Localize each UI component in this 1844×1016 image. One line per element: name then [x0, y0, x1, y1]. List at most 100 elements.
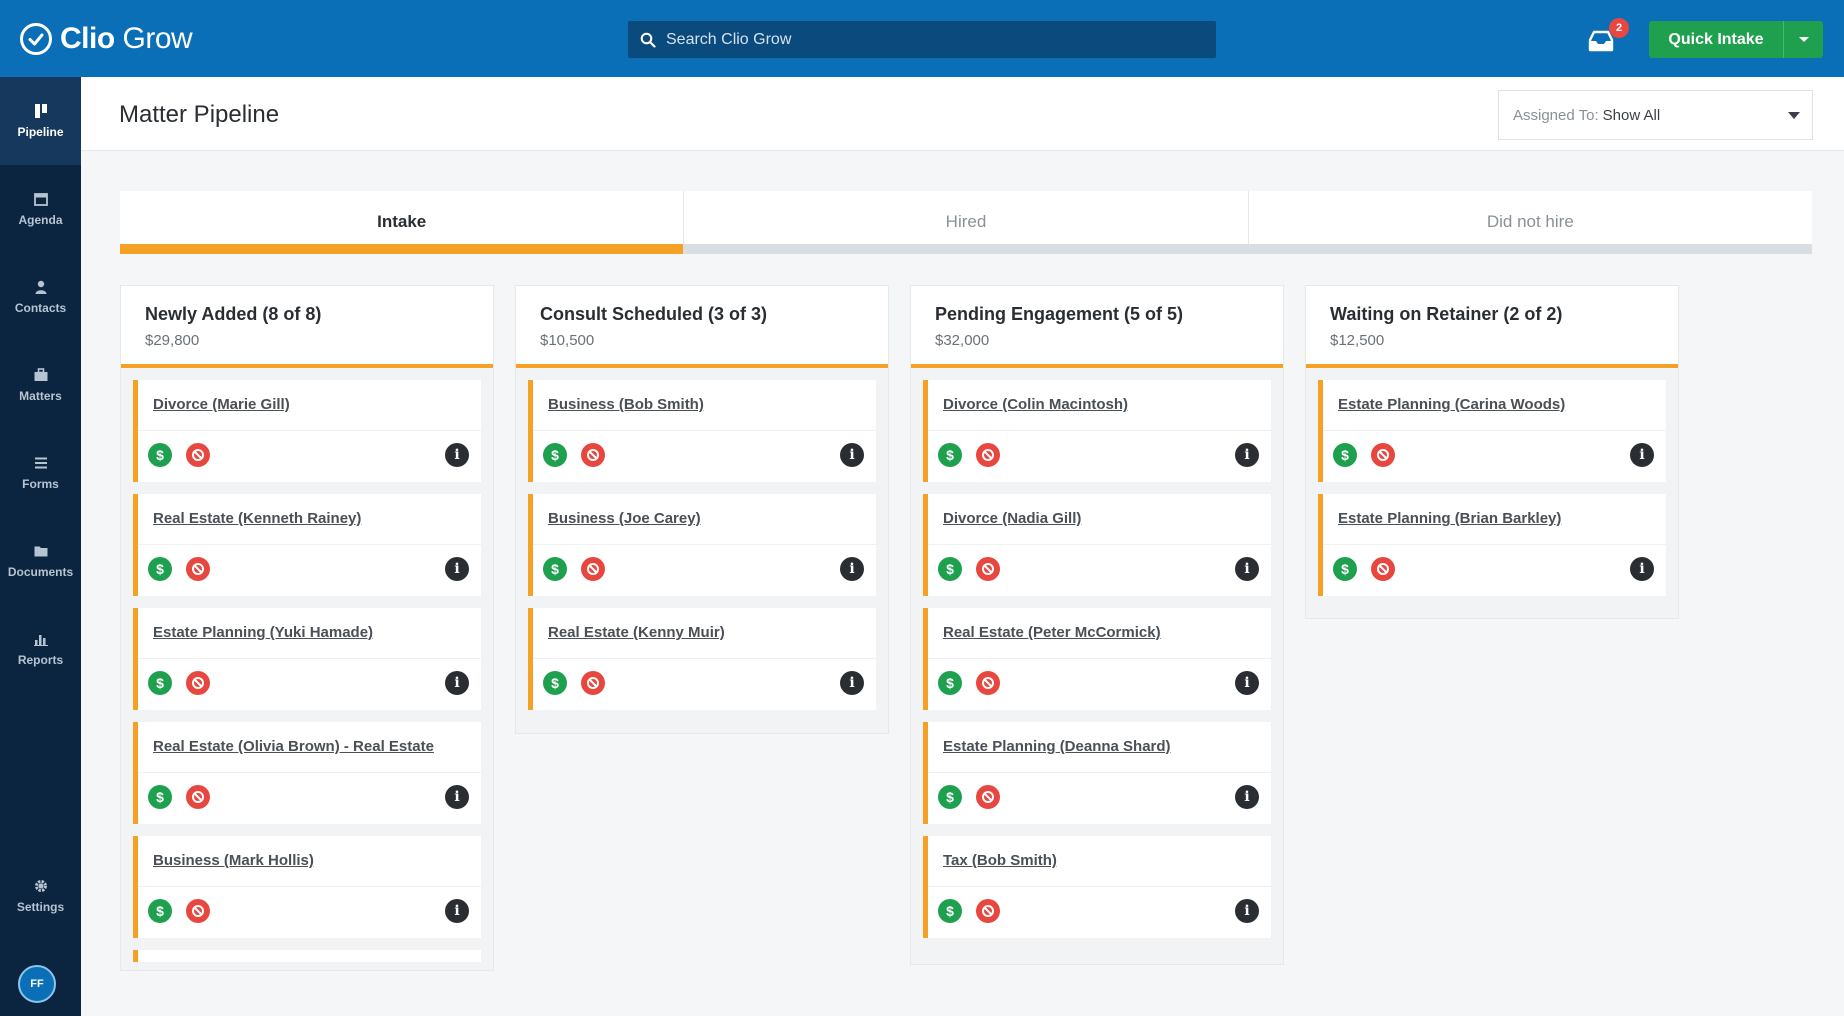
- mark-not-hired-button[interactable]: [976, 557, 1000, 581]
- mark-not-hired-button[interactable]: [1371, 443, 1395, 467]
- tab-did-not-hire[interactable]: Did not hire: [1486, 212, 1574, 231]
- mark-hired-button[interactable]: $: [938, 671, 962, 695]
- sidebar: Pipeline Agenda Contacts Matters Forms D…: [0, 77, 81, 1016]
- info-button[interactable]: i: [445, 785, 469, 809]
- sidebar-item-agenda[interactable]: Agenda: [0, 165, 81, 253]
- info-button[interactable]: i: [445, 899, 469, 923]
- matter-card: Business (Mark Hollis) $ i: [133, 836, 481, 938]
- sidebar-item-label: Reports: [17, 653, 64, 667]
- matter-link[interactable]: Estate Planning (Deanna Shard): [943, 738, 1171, 755]
- pipeline-column: Newly Added (8 of 8) $29,800 Divorce (Mari…: [120, 285, 494, 971]
- bar-chart-icon: [33, 635, 48, 646]
- sidebar-item-matters[interactable]: Matters: [0, 341, 81, 429]
- stage-progress-fill: [120, 244, 684, 254]
- mark-hired-button[interactable]: $: [148, 443, 172, 467]
- matter-link[interactable]: Business (Bob Smith): [548, 396, 704, 413]
- mark-hired-button[interactable]: $: [148, 671, 172, 695]
- pipeline-icon: [34, 104, 47, 118]
- matter-link[interactable]: Business (Mark Hollis): [153, 852, 314, 869]
- mark-hired-button[interactable]: $: [543, 557, 567, 581]
- mark-not-hired-button[interactable]: [186, 443, 210, 467]
- mark-hired-button[interactable]: $: [938, 785, 962, 809]
- mark-not-hired-button[interactable]: [581, 443, 605, 467]
- caret-down-icon: [1788, 112, 1800, 119]
- mark-not-hired-button[interactable]: [186, 671, 210, 695]
- mark-not-hired-button[interactable]: [976, 671, 1000, 695]
- info-button[interactable]: i: [1630, 443, 1654, 467]
- mark-hired-button[interactable]: $: [938, 557, 962, 581]
- sidebar-item-settings[interactable]: Settings: [0, 852, 81, 940]
- mark-not-hired-button[interactable]: [581, 671, 605, 695]
- info-button[interactable]: i: [1630, 557, 1654, 581]
- matter-link[interactable]: Divorce (Nadia Gill): [943, 510, 1082, 527]
- mark-not-hired-button[interactable]: [186, 899, 210, 923]
- mark-not-hired-button[interactable]: [976, 785, 1000, 809]
- mark-hired-button[interactable]: $: [148, 899, 172, 923]
- info-button[interactable]: i: [445, 443, 469, 467]
- matter-link[interactable]: Estate Planning (Brian Barkley): [1338, 510, 1562, 527]
- mark-hired-button[interactable]: $: [1333, 557, 1357, 581]
- page-header: Matter Pipeline Assigned To: Show All: [81, 77, 1844, 151]
- sidebar-item-forms[interactable]: Forms: [0, 429, 81, 517]
- tab-intake[interactable]: Intake: [120, 191, 685, 253]
- sidebar-item-documents[interactable]: Documents: [0, 517, 81, 605]
- mark-not-hired-button[interactable]: [1371, 557, 1395, 581]
- info-button[interactable]: i: [445, 557, 469, 581]
- quick-intake-dropdown-button[interactable]: [1783, 21, 1823, 58]
- matter-link[interactable]: Divorce (Colin Macintosh): [943, 396, 1129, 413]
- card-divider: [533, 658, 876, 659]
- info-icon: i: [1244, 675, 1250, 691]
- assigned-to-filter[interactable]: Assigned To: Show All: [1498, 90, 1813, 140]
- matter-link[interactable]: Business (Joe Carey): [548, 510, 701, 527]
- mark-hired-button[interactable]: $: [148, 557, 172, 581]
- info-button[interactable]: i: [1235, 899, 1259, 923]
- info-button[interactable]: i: [840, 671, 864, 695]
- dollar-icon: $: [946, 561, 954, 577]
- mark-not-hired-button[interactable]: [976, 443, 1000, 467]
- matter-link[interactable]: Estate Planning (Yuki Hamade): [153, 624, 374, 641]
- dollar-icon: $: [1341, 447, 1349, 463]
- mark-not-hired-button[interactable]: [186, 785, 210, 809]
- sidebar-item-contacts[interactable]: Contacts: [0, 253, 81, 341]
- tab-hired[interactable]: Hired: [684, 191, 1249, 253]
- search-bar[interactable]: [628, 21, 1216, 58]
- mark-hired-button[interactable]: $: [938, 899, 962, 923]
- clio-grow-logo[interactable]: Clio Grow: [20, 19, 193, 59]
- mark-not-hired-button[interactable]: [581, 557, 605, 581]
- mark-not-hired-button[interactable]: [186, 557, 210, 581]
- search-input[interactable]: [666, 30, 1206, 49]
- info-button[interactable]: i: [1235, 785, 1259, 809]
- sidebar-item-reports[interactable]: Reports: [0, 605, 81, 693]
- sidebar-item-pipeline[interactable]: Pipeline: [0, 77, 81, 165]
- mark-not-hired-button[interactable]: [976, 899, 1000, 923]
- stage-tabs: Intake Hired Did not hire: [120, 191, 1812, 253]
- matter-link[interactable]: Real Estate (Kenny Muir): [548, 624, 725, 641]
- matter-link[interactable]: Tax (Bob Smith): [943, 852, 1057, 869]
- info-button[interactable]: i: [840, 443, 864, 467]
- dollar-icon: $: [156, 903, 164, 919]
- dollar-icon: $: [946, 447, 954, 463]
- mark-hired-button[interactable]: $: [1333, 443, 1357, 467]
- matter-link[interactable]: Real Estate (Kenneth Rainey): [153, 510, 362, 527]
- info-button[interactable]: i: [445, 671, 469, 695]
- mark-hired-button[interactable]: $: [543, 443, 567, 467]
- column-header: Pending Engagement (5 of 5) $32,000: [911, 286, 1283, 368]
- info-button[interactable]: i: [1235, 443, 1259, 467]
- quick-intake-button[interactable]: Quick Intake: [1668, 30, 1764, 48]
- mark-hired-button[interactable]: $: [148, 785, 172, 809]
- matter-link[interactable]: Divorce (Marie Gill): [153, 396, 290, 413]
- block-icon: [587, 449, 599, 461]
- notifications-button[interactable]: 2: [1586, 18, 1629, 56]
- matter-link[interactable]: Estate Planning (Carina Woods): [1338, 396, 1566, 413]
- info-button[interactable]: i: [840, 557, 864, 581]
- info-button[interactable]: i: [1235, 671, 1259, 695]
- mark-hired-button[interactable]: $: [938, 443, 962, 467]
- list-icon: [34, 457, 47, 469]
- dollar-icon: $: [156, 447, 164, 463]
- matter-card: Tax (Bob Smith) $ i: [923, 836, 1271, 938]
- info-button[interactable]: i: [1235, 557, 1259, 581]
- matter-link[interactable]: Real Estate (Peter McCormick): [943, 624, 1161, 641]
- mark-hired-button[interactable]: $: [543, 671, 567, 695]
- matter-link[interactable]: Real Estate (Olivia Brown) - Real Estate: [153, 738, 434, 755]
- user-avatar[interactable]: FF: [18, 965, 56, 1003]
